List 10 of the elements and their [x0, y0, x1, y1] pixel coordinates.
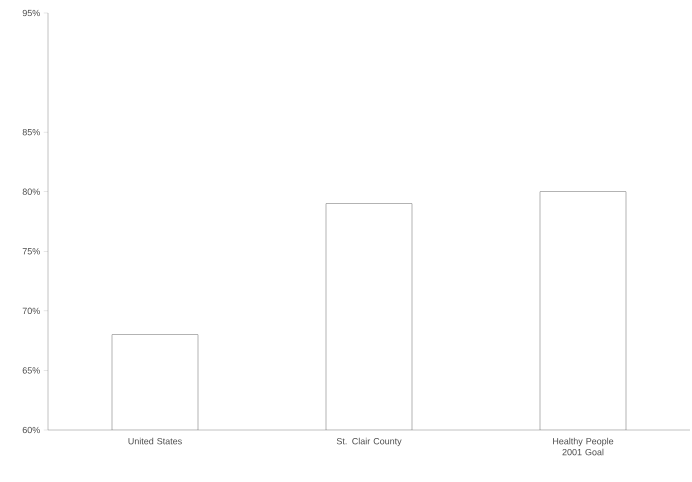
y-tick-label: 85%	[22, 128, 40, 136]
y-tick-label: 80%	[22, 188, 40, 195]
y-tick-label: 75%	[22, 248, 40, 254]
y-tick-label: 65%	[22, 367, 40, 374]
x-tick-label: Healthy People 2001 Goal	[553, 438, 614, 456]
x-tick-label: United States	[128, 438, 182, 444]
y-tick-label: 60%	[22, 426, 40, 434]
y-tick-label: 95%	[22, 10, 40, 16]
y-tick-label: 70%	[22, 308, 40, 314]
x-tick-label: St. Clair County	[336, 438, 402, 446]
